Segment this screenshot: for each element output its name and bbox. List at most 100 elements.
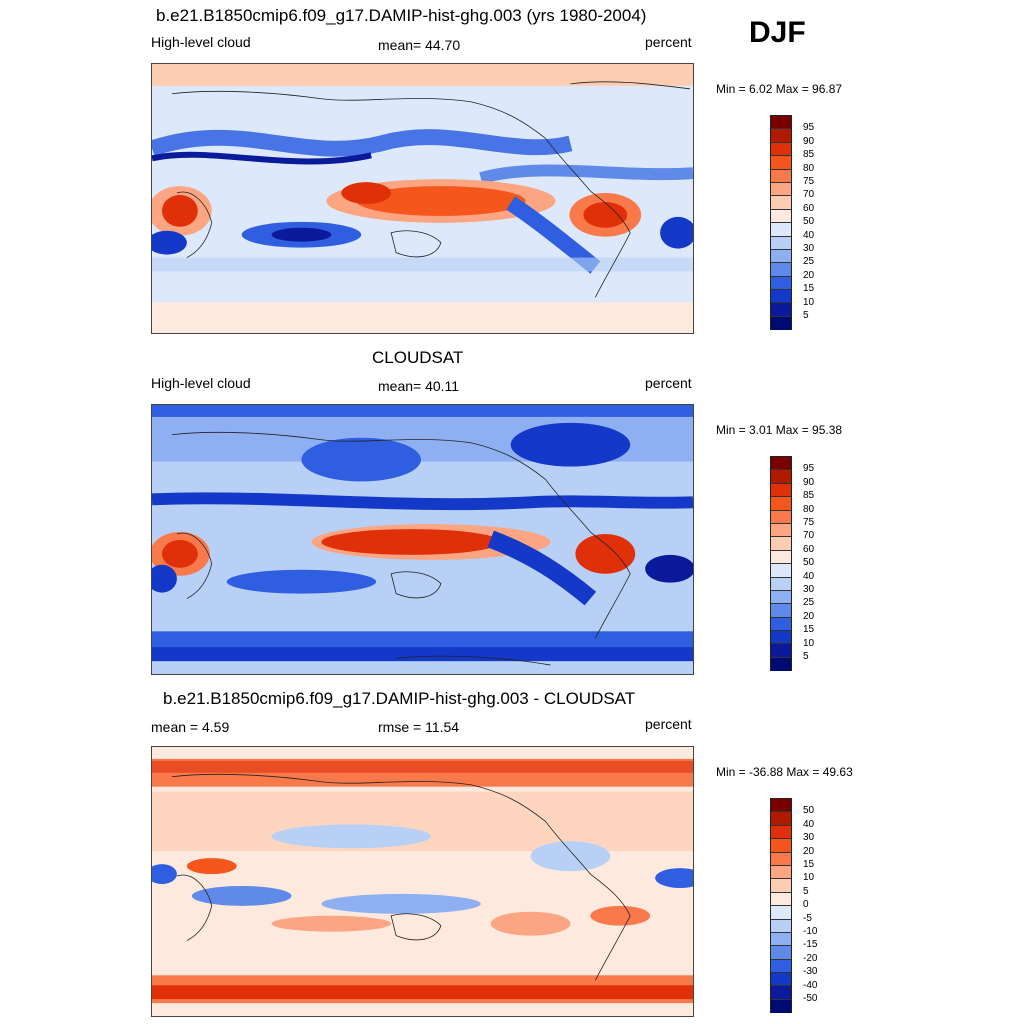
colorbar-swatch <box>771 483 791 498</box>
panel-2-title: CLOUDSAT <box>372 348 464 367</box>
colorbar-swatch <box>771 249 791 264</box>
panel-1-units-label: percent <box>645 34 692 50</box>
colorbar-tick-label: 25 <box>803 597 815 609</box>
colorbar-swatch <box>771 537 791 551</box>
colorbar-swatch <box>771 932 791 947</box>
colorbar-tick-label: 10 <box>803 872 815 884</box>
colorbar-tick-label: 80 <box>803 503 815 515</box>
colorbar-swatch <box>771 879 791 893</box>
panel-1-title: b.e21.B1850cmip6.f09_g17.DAMIP-hist-ghg.… <box>156 6 647 25</box>
colorbar-swatch <box>771 799 791 813</box>
colorbar-tick-label: 70 <box>803 530 815 542</box>
colorbar-tick-label: -5 <box>803 912 812 924</box>
colorbar-tick-label: 70 <box>803 189 815 201</box>
colorbar-swatch <box>771 263 791 277</box>
colorbar-tick-label: 90 <box>803 476 815 488</box>
colorbar-swatch <box>771 510 791 524</box>
colorbar-swatch <box>771 142 791 157</box>
colorbar-tick-label: 90 <box>803 135 815 147</box>
colorbar-swatch <box>771 316 791 331</box>
panel-2-mean-label: mean= 40.11 <box>378 378 460 394</box>
colorbar-swatch <box>771 812 791 826</box>
colorbar-swatch <box>771 973 791 987</box>
colorbar-swatch <box>771 892 791 907</box>
colorbar-tick-label: 20 <box>803 610 815 622</box>
colorbar-tick-label: 15 <box>803 859 815 870</box>
colorbar-swatch <box>771 290 791 304</box>
colorbar-tick-label: 40 <box>803 570 815 582</box>
colorbar-swatch <box>771 657 791 672</box>
panel-3-map <box>151 746 694 1017</box>
colorbar-tick-label: 40 <box>803 818 815 830</box>
panel-1-colorbar <box>770 115 792 331</box>
panel-3-rmse-label: rmse = 11.54 <box>378 719 460 735</box>
colorbar-tick-label: 30 <box>803 832 815 844</box>
colorbar-swatch <box>771 852 791 866</box>
colorbar-tick-label: 75 <box>803 517 815 528</box>
colorbar-tick-label: 20 <box>803 845 815 857</box>
colorbar-swatch <box>771 617 791 632</box>
colorbar-swatch <box>771 276 791 291</box>
colorbar-swatch <box>771 470 791 484</box>
colorbar-swatch <box>771 196 791 210</box>
colorbar-tick-label: 75 <box>803 176 815 187</box>
colorbar-tick-label: 10 <box>803 637 815 649</box>
colorbar-swatch <box>771 590 791 605</box>
colorbar-swatch <box>771 959 791 974</box>
colorbar-tick-label: 5 <box>803 885 809 897</box>
colorbar-swatch <box>771 523 791 538</box>
colorbar-tick-label: 40 <box>803 229 815 241</box>
colorbar-swatch <box>771 129 791 143</box>
colorbar-tick-label: 50 <box>803 216 815 228</box>
colorbar-swatch <box>771 116 791 130</box>
colorbar-swatch <box>771 550 791 565</box>
colorbar-tick-label: -20 <box>803 952 818 964</box>
panel-3-title: b.e21.B1850cmip6.f09_g17.DAMIP-hist-ghg.… <box>163 689 636 708</box>
panel-3-units-label: percent <box>645 716 692 732</box>
colorbar-tick-label: -30 <box>803 966 818 978</box>
colorbar-swatch <box>771 631 791 645</box>
colorbar-tick-label: -15 <box>803 939 818 951</box>
colorbar-swatch <box>771 497 791 511</box>
colorbar-tick-label: 30 <box>803 584 815 595</box>
colorbar-tick-label: 15 <box>803 283 815 295</box>
colorbar-tick-label: 60 <box>803 543 815 555</box>
colorbar-swatch <box>771 999 791 1014</box>
colorbar-swatch <box>771 986 791 1000</box>
colorbar-tick-label: 95 <box>803 463 815 475</box>
colorbar-tick-label: 10 <box>803 296 815 308</box>
colorbar-tick-label: 5 <box>803 310 809 321</box>
season-label: DJF <box>749 16 806 49</box>
colorbar-swatch <box>771 457 791 471</box>
colorbar-tick-label: 0 <box>803 899 809 911</box>
colorbar-tick-label: 50 <box>803 557 815 569</box>
colorbar-swatch <box>771 564 791 578</box>
colorbar-tick-label: 50 <box>803 805 815 817</box>
panel-2-map <box>151 404 694 675</box>
panel-3-colorbar <box>770 798 792 1014</box>
panel-1-variable-label: High-level cloud <box>151 34 251 50</box>
colorbar-swatch <box>771 182 791 197</box>
colorbar-tick-label: 85 <box>803 490 815 502</box>
colorbar-tick-label: 20 <box>803 269 815 281</box>
colorbar-tick-label: 5 <box>803 651 809 662</box>
panel-2-minmax: Min = 3.01 Max = 95.38 <box>716 423 843 437</box>
colorbar-tick-label: -40 <box>803 979 818 991</box>
colorbar-swatch <box>771 604 791 618</box>
colorbar-tick-label: 80 <box>803 162 815 174</box>
colorbar-tick-label: 15 <box>803 624 815 636</box>
colorbar-swatch <box>771 577 791 591</box>
panel-3-minmax: Min = -36.88 Max = 49.63 <box>716 765 853 779</box>
colorbar-tick-label: 30 <box>803 243 815 254</box>
panel-2-colorbar <box>770 456 792 672</box>
colorbar-swatch <box>771 156 791 170</box>
colorbar-tick-label: 60 <box>803 202 815 214</box>
colorbar-tick-label: -50 <box>803 993 818 1004</box>
panel-3-mean-label: mean = 4.59 <box>151 719 230 735</box>
colorbar-swatch <box>771 825 791 840</box>
panel-1-minmax: Min = 6.02 Max = 96.87 <box>716 82 843 96</box>
colorbar-tick-label: 95 <box>803 122 815 134</box>
colorbar-swatch <box>771 919 791 933</box>
colorbar-swatch <box>771 223 791 237</box>
colorbar-tick-label: 25 <box>803 256 815 268</box>
